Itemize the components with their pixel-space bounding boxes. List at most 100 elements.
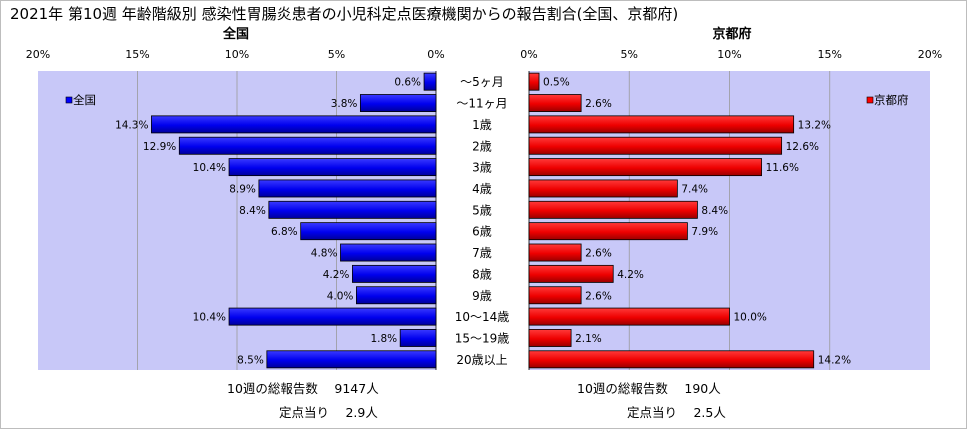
right-data-label: 7.4%	[681, 183, 708, 195]
left-bar	[300, 222, 437, 241]
left-bar	[268, 200, 437, 219]
right-data-label: 13.2%	[798, 119, 831, 131]
category-label: 15～19歳	[455, 331, 510, 345]
right-data-labels: 0.5% 2.6% 13.2% 12.6% 11.6% 7.4% 8.4% 7.9% 2.6% 4…	[543, 77, 851, 367]
right-axis-ticks: 0% 5% 10% 15% 20%	[520, 48, 942, 61]
left-bar	[178, 136, 437, 155]
right-bar	[528, 115, 795, 134]
legend-left-label: 全国	[73, 93, 96, 107]
category-label: 9歳	[472, 289, 492, 303]
right-data-label: 2.6%	[585, 290, 612, 302]
category-labels: ～5ヶ月 ～11ヶ月 1歳 2歳 3歳 4歳 5歳 6歳 7歳 8歳 9歳 10～14歳 15～19歳 2…	[455, 75, 510, 367]
left-tick-label: 20%	[26, 48, 50, 61]
legend-left: 全国	[65, 93, 96, 107]
legend-right: 京都府	[866, 93, 909, 107]
left-tick-label: 10%	[225, 48, 249, 61]
category-label: 5歳	[472, 203, 492, 217]
left-data-label: 4.0%	[327, 290, 354, 302]
left-bar	[258, 179, 437, 198]
left-bar	[266, 350, 437, 369]
category-label: 1歳	[472, 118, 492, 132]
right-total-reports: 10週の総報告数 190人	[577, 381, 721, 396]
right-data-label: 0.5%	[543, 77, 570, 89]
category-label: ～5ヶ月	[460, 75, 504, 89]
left-bar	[359, 94, 437, 112]
left-tick-label: 15%	[125, 48, 149, 61]
left-bar	[423, 72, 437, 91]
right-data-label: 2.1%	[575, 333, 602, 345]
left-panel-title: 全国	[222, 26, 249, 42]
left-bar	[228, 158, 437, 177]
right-data-label: 11.6%	[766, 162, 799, 174]
category-label: 20歳以上	[456, 353, 507, 367]
right-bar	[528, 286, 582, 305]
left-data-label: 4.8%	[311, 248, 338, 260]
legend-right-swatch	[866, 96, 874, 104]
right-bar	[528, 200, 698, 219]
right-bar	[528, 136, 783, 155]
left-per-sentinel: 定点当り 2.9人	[279, 405, 378, 420]
right-bar	[528, 179, 678, 198]
right-bar	[528, 72, 540, 91]
left-bar	[151, 115, 437, 134]
right-data-label: 12.6%	[786, 141, 819, 153]
left-axis-ticks: 20% 15% 10% 5% 0%	[26, 48, 445, 61]
left-data-label: 10.4%	[193, 162, 226, 174]
right-tick-label: 5%	[621, 48, 638, 61]
left-tick-label: 5%	[328, 48, 345, 61]
right-series-bars	[528, 72, 815, 369]
left-tick-label: 0%	[427, 48, 444, 61]
left-data-label: 8.4%	[239, 205, 266, 217]
left-bar	[352, 264, 437, 283]
left-bar	[399, 329, 437, 347]
right-bar	[528, 329, 572, 347]
right-data-label: 10.0%	[734, 312, 767, 324]
right-bar	[528, 94, 582, 112]
right-bar	[528, 158, 762, 177]
left-data-label: 3.8%	[331, 98, 358, 110]
right-data-label: 4.2%	[617, 269, 644, 281]
chart-title: 2021年 第10週 年齢階級別 感染性胃腸炎患者の小児科定点医療機関からの報告…	[10, 5, 678, 23]
right-bar	[528, 243, 582, 262]
right-data-label: 2.6%	[585, 248, 612, 260]
category-label: 4歳	[472, 182, 492, 196]
left-bar	[228, 307, 437, 326]
right-tick-label: 0%	[520, 48, 537, 61]
right-data-label: 2.6%	[585, 98, 612, 110]
left-data-label: 12.9%	[143, 141, 176, 153]
left-data-label: 0.6%	[394, 77, 421, 89]
left-bar	[340, 243, 437, 262]
category-label: 6歳	[472, 225, 492, 239]
left-data-label: 6.8%	[271, 226, 298, 238]
category-label: 10～14歳	[455, 310, 510, 324]
left-data-label: 8.5%	[237, 354, 264, 366]
category-label: 3歳	[472, 161, 492, 175]
legend-right-label: 京都府	[874, 93, 909, 107]
right-panel-title: 京都府	[712, 26, 751, 42]
left-bar	[355, 286, 437, 305]
right-data-label: 8.4%	[701, 205, 728, 217]
left-data-label: 4.2%	[323, 269, 350, 281]
right-tick-label: 10%	[717, 48, 741, 61]
left-data-label: 8.9%	[229, 183, 256, 195]
category-label: 2歳	[472, 139, 492, 153]
right-data-label: 14.2%	[818, 354, 851, 366]
left-series-bars	[151, 72, 437, 369]
category-label: 7歳	[472, 246, 492, 260]
left-data-label: 10.4%	[193, 312, 226, 324]
right-per-sentinel: 定点当り 2.5人	[627, 405, 726, 420]
right-bar	[528, 264, 614, 283]
left-data-labels: 0.6%3.8%14.3%12.9%10.4%8.9%8.4%6.8%4.8%4…	[115, 77, 421, 367]
right-tick-label: 20%	[918, 48, 942, 61]
category-label: 8歳	[472, 267, 492, 281]
legend-left-swatch	[65, 96, 73, 104]
right-bar	[528, 350, 815, 369]
right-data-label: 7.9%	[691, 226, 718, 238]
category-label: ～11ヶ月	[456, 97, 507, 111]
right-bar	[528, 222, 688, 241]
right-bar	[528, 307, 730, 326]
left-data-label: 14.3%	[115, 119, 148, 131]
right-tick-label: 15%	[818, 48, 842, 61]
left-data-label: 1.8%	[370, 333, 397, 345]
